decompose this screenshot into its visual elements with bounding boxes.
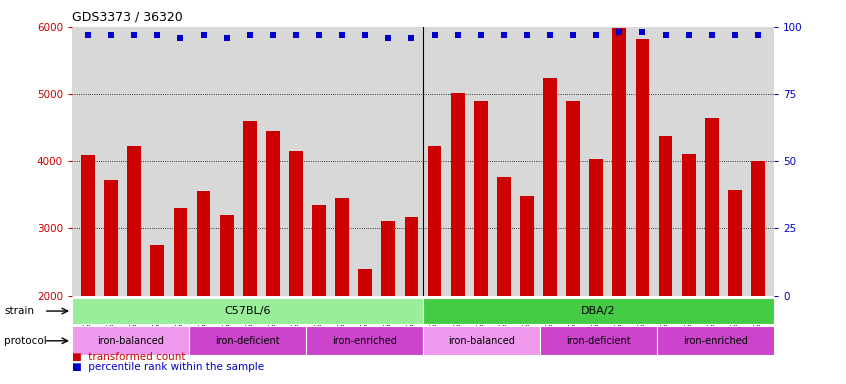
Text: strain: strain — [4, 306, 34, 316]
Text: iron-enriched: iron-enriched — [683, 336, 748, 346]
Point — [497, 32, 511, 38]
Point — [635, 29, 649, 35]
Point — [220, 35, 233, 41]
Text: ■  percentile rank within the sample: ■ percentile rank within the sample — [72, 362, 264, 372]
Point — [81, 32, 95, 38]
Text: GDS3373 / 36320: GDS3373 / 36320 — [72, 10, 183, 23]
Point — [151, 32, 164, 38]
Bar — [543, 78, 557, 384]
Text: C57BL/6: C57BL/6 — [224, 306, 271, 316]
Bar — [497, 177, 511, 384]
Point — [266, 32, 280, 38]
Bar — [312, 205, 326, 384]
Bar — [81, 154, 95, 384]
Text: iron-enriched: iron-enriched — [332, 336, 397, 346]
Text: DBA/2: DBA/2 — [581, 306, 616, 316]
Text: iron-deficient: iron-deficient — [566, 336, 631, 346]
Point — [382, 35, 395, 41]
Point — [566, 32, 580, 38]
Point — [359, 32, 372, 38]
Point — [243, 32, 256, 38]
Point — [520, 32, 534, 38]
Point — [659, 32, 673, 38]
Bar — [335, 198, 349, 384]
Text: iron-balanced: iron-balanced — [448, 336, 515, 346]
Text: protocol: protocol — [4, 336, 47, 346]
Bar — [540, 326, 657, 355]
Point — [404, 35, 418, 41]
Point — [335, 32, 349, 38]
Bar — [382, 221, 395, 384]
Point — [613, 29, 626, 35]
Point — [289, 32, 303, 38]
Bar — [128, 146, 141, 384]
Bar — [728, 190, 742, 384]
Bar — [220, 215, 233, 384]
Bar — [474, 101, 487, 384]
Bar — [266, 131, 280, 384]
Bar — [196, 191, 211, 384]
Bar — [189, 326, 306, 355]
Bar — [705, 118, 718, 384]
Point — [474, 32, 487, 38]
Bar — [657, 326, 774, 355]
Bar — [590, 159, 603, 384]
Point — [590, 32, 603, 38]
Bar — [423, 326, 540, 355]
Bar — [451, 93, 464, 384]
Bar — [306, 326, 423, 355]
Point — [728, 32, 742, 38]
Bar — [751, 161, 765, 384]
Bar — [635, 39, 650, 384]
Bar — [613, 28, 626, 384]
Point — [751, 32, 765, 38]
Text: iron-balanced: iron-balanced — [97, 336, 164, 346]
Point — [173, 35, 187, 41]
Bar — [104, 180, 118, 384]
Point — [682, 32, 695, 38]
Point — [312, 32, 326, 38]
Point — [705, 32, 718, 38]
Point — [197, 32, 211, 38]
Point — [104, 32, 118, 38]
Bar — [566, 101, 580, 384]
Bar — [427, 146, 442, 384]
Bar — [72, 298, 423, 324]
Text: ■  transformed count: ■ transformed count — [72, 352, 185, 362]
Bar — [289, 151, 303, 384]
Point — [451, 32, 464, 38]
Bar — [404, 217, 419, 384]
Bar — [359, 270, 372, 384]
Bar — [151, 245, 164, 384]
Bar — [72, 326, 189, 355]
Point — [428, 32, 442, 38]
Bar — [682, 154, 695, 384]
Bar — [423, 298, 774, 324]
Point — [543, 32, 557, 38]
Bar — [658, 136, 673, 384]
Bar — [173, 208, 188, 384]
Bar — [520, 196, 534, 384]
Point — [128, 32, 141, 38]
Text: iron-deficient: iron-deficient — [215, 336, 280, 346]
Bar — [243, 121, 256, 384]
